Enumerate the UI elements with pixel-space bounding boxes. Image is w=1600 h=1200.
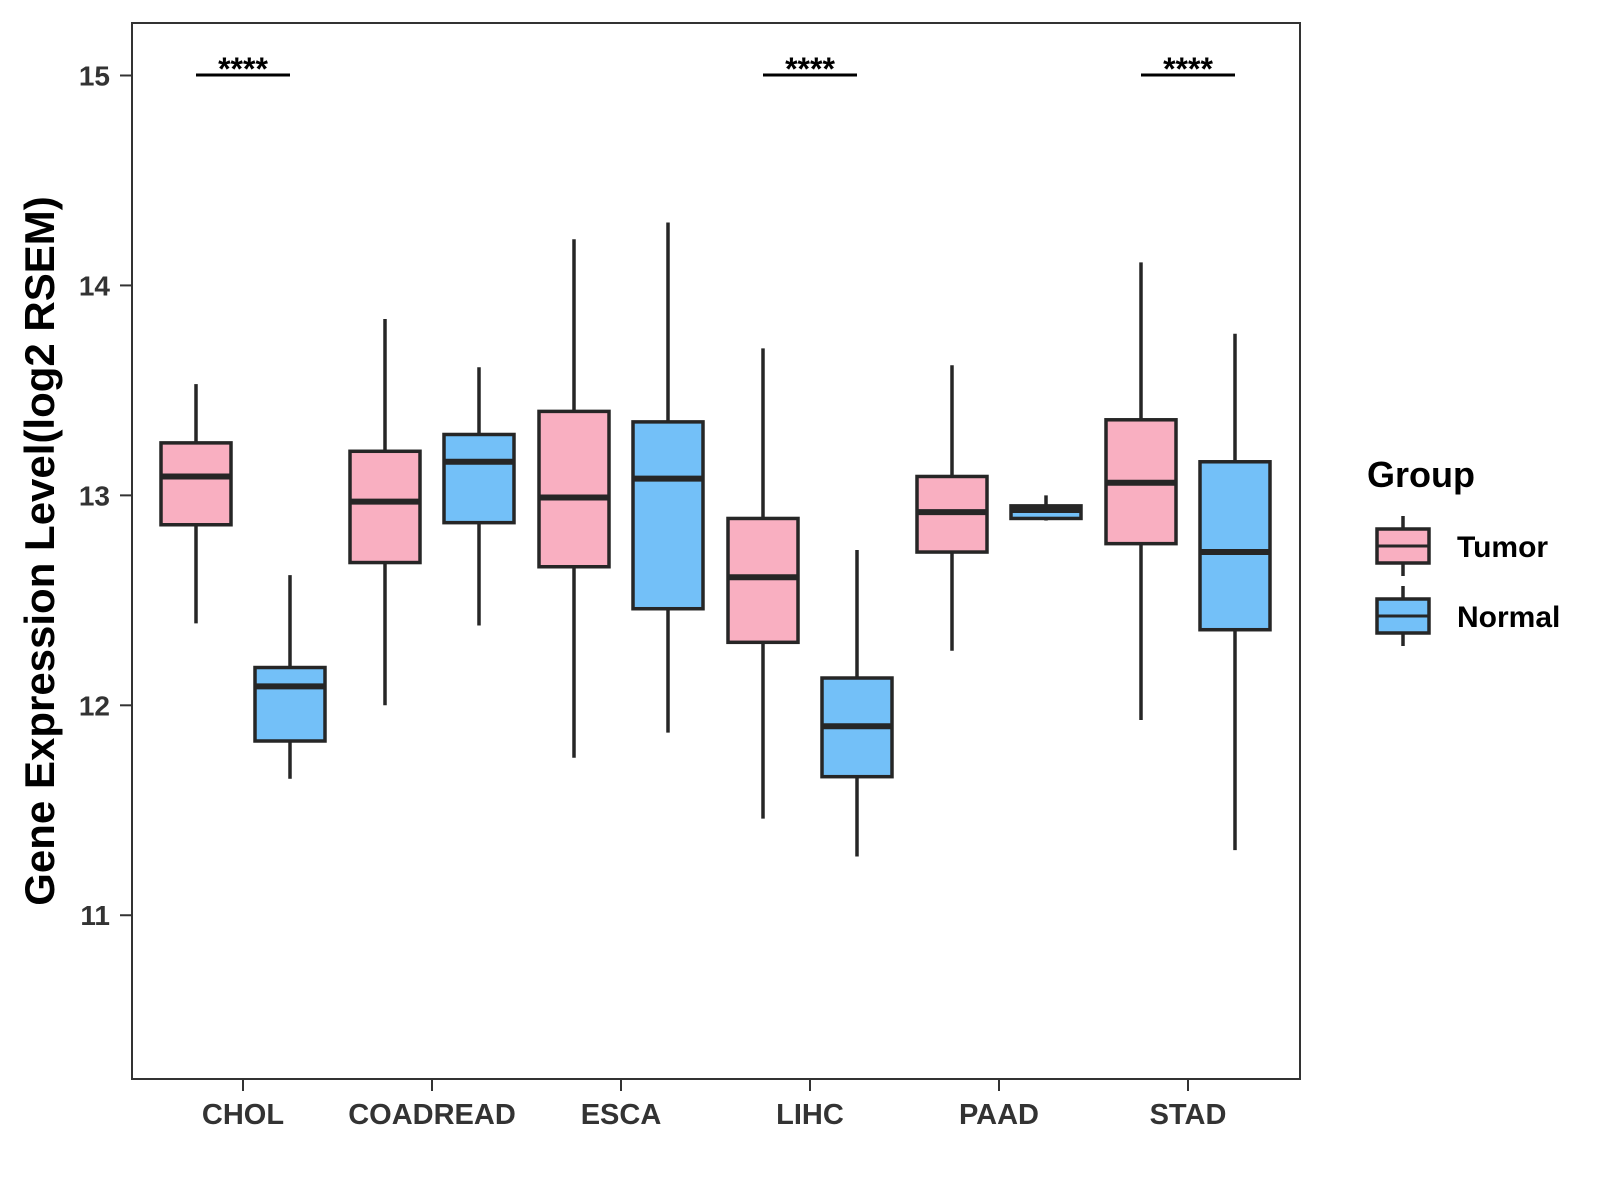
y-axis: 11 12 13 14 15 <box>79 60 132 931</box>
box-body <box>1198 460 1272 632</box>
y-axis-title: Gene Expression Level(log2 RSEM) <box>16 196 63 906</box>
box-tumor-chol <box>159 384 233 624</box>
box-tumor-esca <box>537 239 611 758</box>
significance-stars: **** <box>218 51 268 87</box>
legend-item-tumor: Tumor <box>1375 516 1548 576</box>
x-axis: CHOL COADREAD ESCA LIHC PAAD STAD <box>202 1079 1226 1131</box>
box-normal-lihc <box>820 549 894 857</box>
plot-border <box>131 22 1301 1080</box>
box-tumor-coadread <box>348 319 422 706</box>
box-normal-coadread <box>442 367 516 626</box>
legend: Group Tumor Normal <box>1367 454 1560 646</box>
legend-label: Tumor <box>1457 531 1548 564</box>
significance-chol: **** <box>196 51 290 87</box>
significance-lihc: **** <box>763 51 857 87</box>
significance-stars: **** <box>1163 51 1213 87</box>
y-tick-label: 12 <box>79 690 110 721</box>
box-tumor-paad <box>915 365 989 651</box>
y-tick-label: 14 <box>79 270 111 301</box>
box-body <box>159 441 233 527</box>
legend-label: Normal <box>1457 601 1560 634</box>
y-tick-label: 13 <box>79 480 110 511</box>
x-tick-label-chol: CHOL <box>202 1099 284 1131</box>
box-normal-stad <box>1198 333 1272 851</box>
box-body <box>726 516 800 645</box>
significance-annotations: **** **** **** <box>196 51 1235 87</box>
legend-title: Group <box>1367 454 1475 495</box>
box-tumor-stad <box>1104 262 1178 721</box>
significance-stars: **** <box>785 51 835 87</box>
x-tick-label-esca: ESCA <box>581 1099 662 1131</box>
legend-item-normal: Normal <box>1375 586 1560 646</box>
significance-stad: **** <box>1141 51 1235 87</box>
y-tick-label: 11 <box>80 900 110 931</box>
x-tick-label-stad: STAD <box>1150 1099 1227 1131</box>
plot-panel <box>131 22 1301 1080</box>
box-normal-esca <box>631 222 705 733</box>
box-normal-chol <box>253 575 327 779</box>
box-body <box>253 665 327 743</box>
box-body <box>348 449 422 565</box>
x-tick-label-paad: PAAD <box>959 1099 1039 1131</box>
box-body <box>631 420 705 611</box>
box-tumor-lihc <box>726 348 800 819</box>
boxes-layer <box>159 222 1272 857</box>
x-tick-label-lihc: LIHC <box>776 1099 844 1131</box>
box-body <box>442 432 516 525</box>
y-tick-label: 15 <box>79 60 110 91</box>
box-body <box>537 409 611 569</box>
x-tick-label-coadread: COADREAD <box>348 1099 516 1131</box>
box-normal-paad <box>1009 495 1083 521</box>
